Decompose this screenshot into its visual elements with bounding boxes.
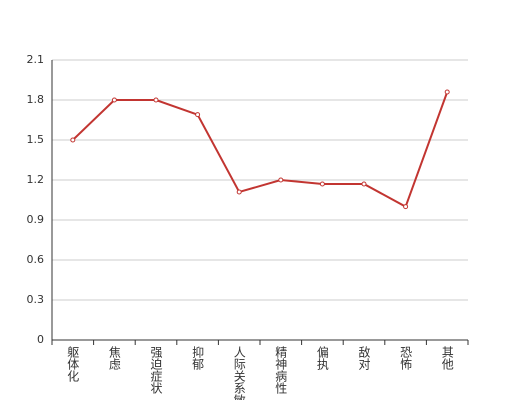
y-tick-label: 0 xyxy=(37,333,44,346)
x-tick-label: 敌对 xyxy=(357,345,371,370)
y-tick-label: 0.3 xyxy=(27,293,45,306)
x-tick-label: 偏执 xyxy=(315,345,329,371)
data-point xyxy=(111,97,117,103)
data-point xyxy=(319,181,325,187)
data-point xyxy=(361,181,367,187)
data-line xyxy=(72,91,449,209)
y-tick-label: 2.1 xyxy=(27,53,45,66)
data-point xyxy=(236,189,242,195)
data-point xyxy=(403,204,409,210)
data-point xyxy=(70,137,76,143)
x-tick-label: 焦虑 xyxy=(107,346,121,370)
y-tick-label: 1.8 xyxy=(27,93,45,106)
y-tick-label: 0.6 xyxy=(27,253,45,266)
data-point xyxy=(195,112,201,118)
x-tick-label: 精神病性 xyxy=(274,346,288,395)
y-tick-label: 1.5 xyxy=(27,133,45,146)
x-tick-label: 躯体化 xyxy=(66,345,80,383)
data-point xyxy=(278,177,284,183)
x-tick-label: 恐怖 xyxy=(399,346,413,370)
y-tick-label: 0.9 xyxy=(27,213,45,226)
x-tick-label: 强迫症状 xyxy=(149,346,163,394)
data-point xyxy=(444,89,450,95)
x-tick-label: 其他 xyxy=(440,346,454,370)
y-tick-label: 1.2 xyxy=(27,173,45,186)
data-point xyxy=(153,97,159,103)
x-tick-label: 抑郁 xyxy=(191,345,205,371)
x-tick-label: 人际关系敏感 xyxy=(232,346,246,400)
